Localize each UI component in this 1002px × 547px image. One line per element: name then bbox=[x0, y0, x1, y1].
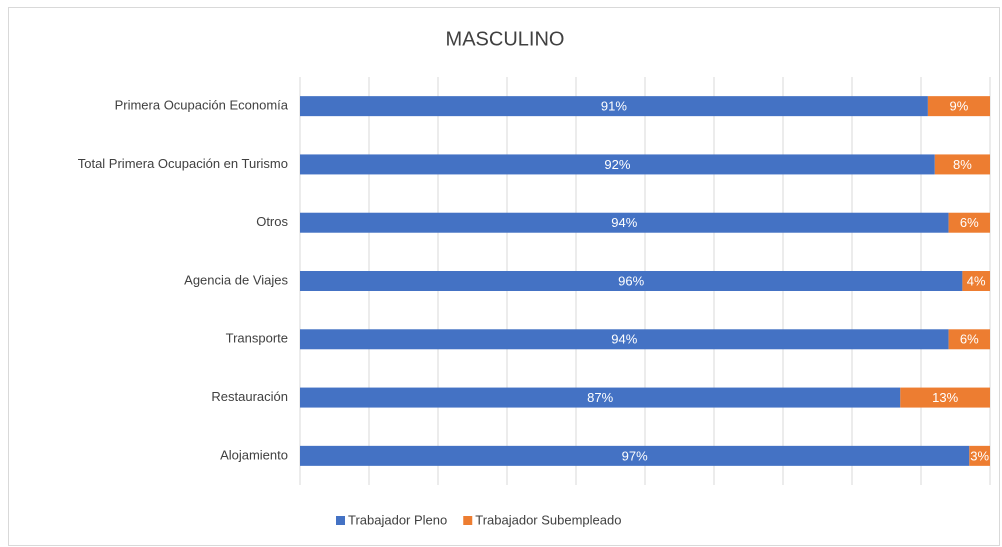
legend-swatch bbox=[336, 516, 345, 525]
bar-segment bbox=[300, 154, 935, 175]
data-label: 9% bbox=[950, 99, 969, 114]
data-label: 8% bbox=[953, 157, 972, 172]
data-label: 94% bbox=[611, 215, 637, 230]
data-label: 96% bbox=[618, 273, 644, 288]
bar-segment bbox=[300, 387, 901, 408]
y-tick-label: Alojamiento bbox=[220, 447, 288, 462]
data-label: 13% bbox=[932, 390, 958, 405]
data-label: 6% bbox=[960, 215, 979, 230]
bar-segment bbox=[300, 329, 949, 350]
bar-segment bbox=[927, 96, 990, 117]
legend-label: Trabajador Subempleado bbox=[475, 512, 621, 527]
bar-segment bbox=[300, 271, 963, 291]
y-tick-label: Otros bbox=[256, 214, 288, 229]
bar-segment bbox=[962, 271, 990, 291]
bar-segment bbox=[948, 212, 990, 233]
legend-label: Trabajador Pleno bbox=[348, 512, 447, 527]
data-label: 92% bbox=[604, 157, 630, 172]
y-tick-label: Restauración bbox=[211, 389, 288, 404]
data-label: 3% bbox=[970, 448, 989, 463]
bar-segment bbox=[934, 154, 990, 175]
data-label: 91% bbox=[601, 99, 627, 114]
bar-segment bbox=[900, 387, 990, 408]
bar-segment bbox=[300, 96, 928, 117]
bar-segment bbox=[300, 212, 949, 233]
chart-title: MASCULINO bbox=[446, 28, 565, 50]
data-label: 6% bbox=[960, 332, 979, 347]
legend-swatch bbox=[463, 516, 473, 525]
data-label: 87% bbox=[587, 390, 613, 405]
y-tick-label: Total Primera Ocupación en Turismo bbox=[78, 156, 288, 171]
data-label: 4% bbox=[967, 273, 986, 288]
y-tick-label: Agencia de Viajes bbox=[184, 272, 288, 287]
y-tick-label: Transporte bbox=[226, 331, 288, 346]
bar-segment bbox=[969, 445, 990, 466]
bar-segment bbox=[300, 445, 970, 466]
data-label: 97% bbox=[622, 448, 648, 463]
data-label: 94% bbox=[611, 332, 637, 347]
y-tick-label: Primera Ocupación Economía bbox=[115, 98, 289, 113]
bar-segment bbox=[948, 329, 990, 350]
